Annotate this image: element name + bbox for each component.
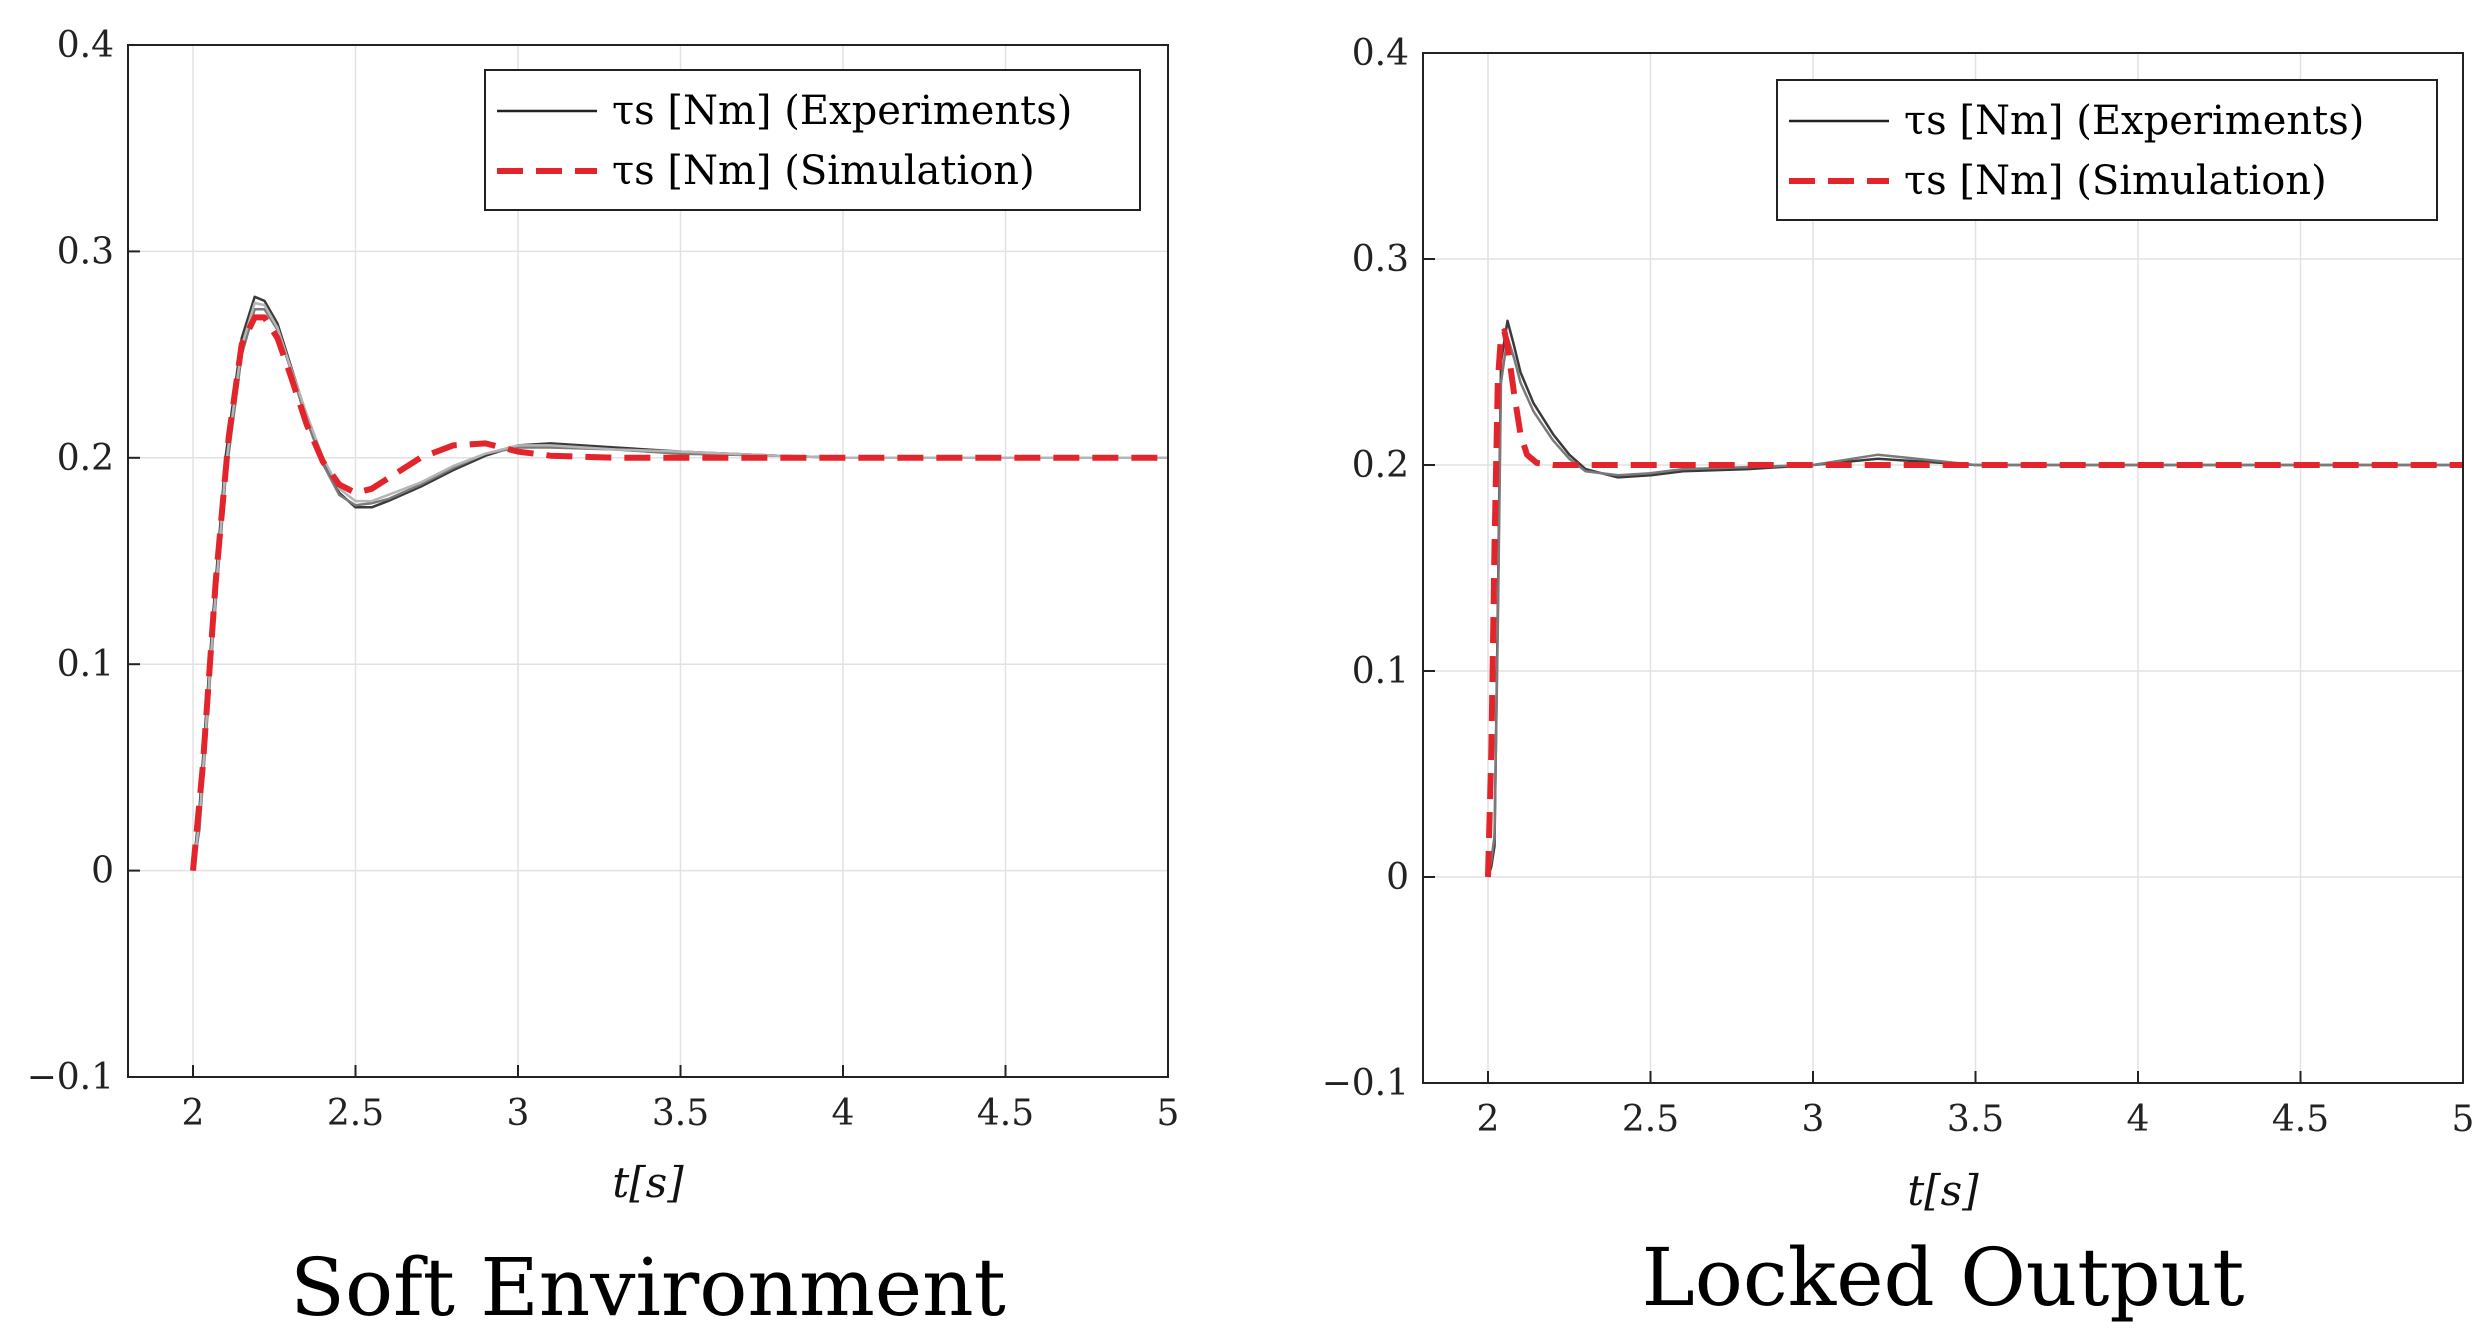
x-tick-label: 5 — [1157, 1093, 1180, 1134]
x-tick-labels: 2 2.5 3 3.5 4 4.5 5 — [1477, 1099, 2475, 1140]
plot-area — [128, 45, 1168, 1077]
chart-locked-output: 2 2.5 3 3.5 4 4.5 5 −0.1 0 0.1 0.2 0.3 0.4 τs [Nm] … — [1322, 33, 2475, 1324]
y-tick-label: 0.2 — [1352, 445, 1409, 486]
legend-box — [1776, 79, 2438, 221]
plot-area — [1423, 53, 2463, 1083]
chart-soft-environment: 2 2.5 3 3.5 4 4.5 5 −0.1 0 0.1 0.2 0.3 0.4 τs [Nm] … — [27, 25, 1180, 1334]
legend: τs [Nm] (Experiments) τs [Nm] (Simulatio… — [1776, 79, 2438, 221]
simulation-line — [190, 314, 1168, 871]
x-tick-label: 3.5 — [1947, 1099, 2004, 1140]
legend: τs [Nm] (Experiments) τs [Nm] (Simulatio… — [484, 69, 1141, 211]
x-tick-label: 2.5 — [1622, 1099, 1679, 1140]
y-tick-label: 0.2 — [57, 438, 114, 479]
x-axis-label: t[s] — [1907, 1166, 1979, 1215]
x-tick-label: 5 — [2452, 1099, 2475, 1140]
panel-caption: Locked Output — [1642, 1231, 2245, 1324]
y-tick-label: 0.4 — [1352, 33, 1409, 74]
panel-caption: Soft Environment — [290, 1241, 1006, 1334]
y-tick-label: 0 — [1386, 857, 1409, 898]
legend-label-simulation: τs [Nm] (Simulation) — [612, 148, 1035, 194]
experiment-run-line — [1486, 336, 2463, 878]
x-tick-label: 2 — [1477, 1099, 1500, 1140]
y-tick-label: 0.1 — [57, 644, 114, 685]
y-tick-label: 0.1 — [1352, 651, 1409, 692]
y-tick-label: 0 — [91, 851, 114, 892]
plot-frame — [127, 44, 1169, 1078]
y-tick-label: −0.1 — [1322, 1063, 1409, 1104]
legend-label-simulation: τs [Nm] (Simulation) — [1904, 158, 2327, 204]
data-series — [1485, 319, 2463, 878]
plot-frame — [1422, 52, 2464, 1084]
y-tick-labels: −0.1 0 0.1 0.2 0.3 0.4 — [27, 25, 114, 1098]
x-tick-label: 4.5 — [977, 1093, 1034, 1134]
x-tick-label: 2 — [182, 1093, 205, 1134]
x-tick-label: 4 — [2127, 1099, 2150, 1140]
y-tick-labels: −0.1 0 0.1 0.2 0.3 0.4 — [1322, 33, 1409, 1104]
x-tick-label: 2.5 — [327, 1093, 384, 1134]
y-tick-label: 0.4 — [57, 25, 114, 66]
legend-box — [484, 69, 1141, 211]
simulation-line — [1485, 328, 2463, 878]
x-axis-label: t[s] — [612, 1158, 684, 1207]
data-series — [190, 295, 1168, 871]
legend-label-experiments: τs [Nm] (Experiments) — [612, 88, 1072, 134]
x-tick-label: 3 — [1802, 1099, 1825, 1140]
y-tick-label: −0.1 — [27, 1057, 114, 1098]
x-tick-label: 3 — [507, 1093, 530, 1134]
y-tick-label: 0.3 — [1352, 239, 1409, 280]
x-tick-label: 4.5 — [2272, 1099, 2329, 1140]
x-tick-labels: 2 2.5 3 3.5 4 4.5 5 — [182, 1093, 1180, 1134]
x-tick-label: 4 — [832, 1093, 855, 1134]
experiment-run-line — [191, 301, 1168, 871]
x-tick-label: 3.5 — [652, 1093, 709, 1134]
y-tick-label: 0.3 — [57, 231, 114, 272]
legend-label-experiments: τs [Nm] (Experiments) — [1904, 98, 2364, 144]
